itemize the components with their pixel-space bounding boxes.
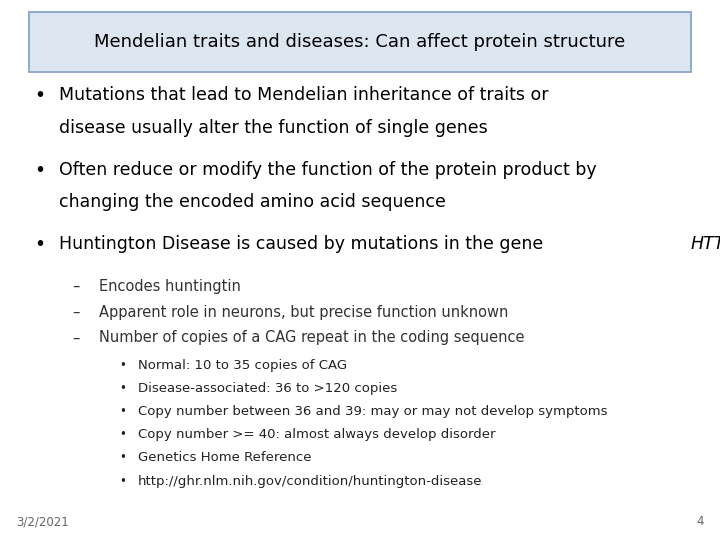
Text: HTT: HTT <box>691 235 720 253</box>
Text: Mutations that lead to Mendelian inheritance of traits or: Mutations that lead to Mendelian inherit… <box>59 86 549 104</box>
Text: Number of copies of a CAG repeat in the coding sequence: Number of copies of a CAG repeat in the … <box>99 330 525 346</box>
Text: –: – <box>72 330 79 346</box>
Text: •: • <box>119 405 126 418</box>
Text: Mendelian traits and diseases: Can affect protein structure: Mendelian traits and diseases: Can affec… <box>94 33 626 51</box>
Text: Disease-associated: 36 to >120 copies: Disease-associated: 36 to >120 copies <box>138 382 397 395</box>
Text: •: • <box>119 475 126 488</box>
Text: –: – <box>72 279 79 294</box>
Text: •: • <box>119 382 126 395</box>
Text: 3/2/2021: 3/2/2021 <box>16 515 68 528</box>
Text: Genetics Home Reference: Genetics Home Reference <box>138 451 312 464</box>
Text: •: • <box>119 359 126 372</box>
Text: •: • <box>35 235 45 254</box>
Text: Copy number >= 40: almost always develop disorder: Copy number >= 40: almost always develop… <box>138 428 496 441</box>
Text: •: • <box>119 428 126 441</box>
Text: •: • <box>35 86 45 105</box>
Text: –: – <box>72 305 79 320</box>
Text: Copy number between 36 and 39: may or may not develop symptoms: Copy number between 36 and 39: may or ma… <box>138 405 608 418</box>
Text: •: • <box>119 451 126 464</box>
Text: 4: 4 <box>697 515 704 528</box>
Text: Huntington Disease is caused by mutations in the gene: Huntington Disease is caused by mutation… <box>59 235 549 253</box>
Text: Apparent role in neurons, but precise function unknown: Apparent role in neurons, but precise fu… <box>99 305 509 320</box>
Text: Encodes huntingtin: Encodes huntingtin <box>99 279 241 294</box>
Text: Often reduce or modify the function of the protein product by: Often reduce or modify the function of t… <box>59 161 597 179</box>
Text: http://ghr.nlm.nih.gov/condition/huntington-disease: http://ghr.nlm.nih.gov/condition/hunting… <box>138 475 482 488</box>
Text: changing the encoded amino acid sequence: changing the encoded amino acid sequence <box>59 193 446 211</box>
Text: •: • <box>35 161 45 180</box>
Text: disease usually alter the function of single genes: disease usually alter the function of si… <box>59 119 487 137</box>
FancyBboxPatch shape <box>29 12 691 72</box>
Text: Normal: 10 to 35 copies of CAG: Normal: 10 to 35 copies of CAG <box>138 359 347 372</box>
